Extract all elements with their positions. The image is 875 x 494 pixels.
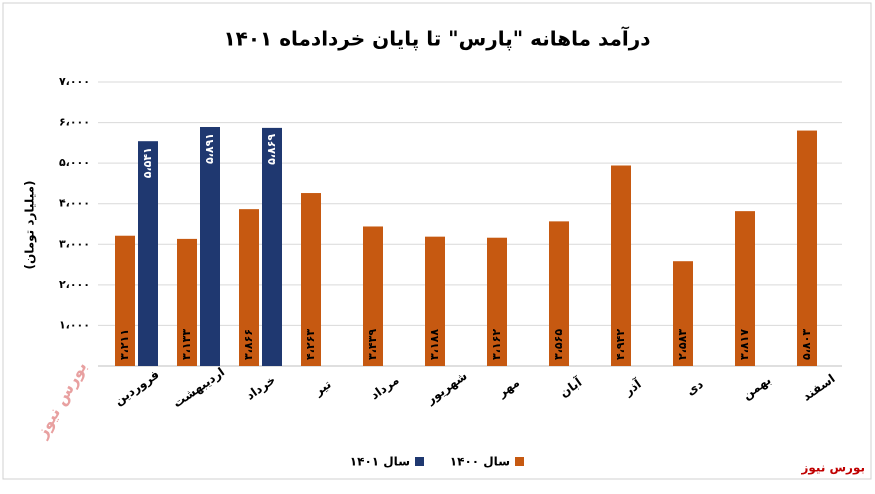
data-label: ۳،۴۳۹ xyxy=(366,329,379,360)
y-tick-label: ۳،۰۰۰ xyxy=(59,237,90,250)
bar xyxy=(735,211,755,366)
bar xyxy=(301,193,321,366)
bar xyxy=(549,221,569,366)
chart-title: درآمد ماهانه "پارس" تا پایان خردادماه ۱۴… xyxy=(223,26,650,52)
y-tick-label: ۶،۰۰۰ xyxy=(59,116,90,129)
legend-swatch xyxy=(415,457,424,466)
bar xyxy=(487,237,507,366)
data-label: ۴،۲۶۳ xyxy=(304,329,317,360)
y-tick-label: ۷،۰۰۰ xyxy=(59,75,90,88)
data-label: ۳،۸۶۶ xyxy=(242,329,255,360)
data-label: ۳،۵۶۵ xyxy=(552,329,565,360)
data-label: ۲،۵۸۳ xyxy=(676,329,689,360)
data-label: ۵،۸۶۹ xyxy=(265,134,278,165)
bar xyxy=(673,261,693,366)
bar xyxy=(363,226,383,366)
legend-label: سال ۱۴۰۱ xyxy=(350,455,410,469)
data-label: ۳،۱۳۳ xyxy=(180,329,193,360)
y-tick-label: ۴،۰۰۰ xyxy=(59,197,90,210)
y-tick-label: ۱،۰۰۰ xyxy=(59,318,90,331)
y-tick-label: ۲،۰۰۰ xyxy=(59,278,90,291)
bar xyxy=(611,165,631,366)
data-label: ۵،۵۴۱ xyxy=(141,147,154,178)
data-label: ۳،۲۱۱ xyxy=(118,329,131,360)
bar xyxy=(138,141,158,366)
data-label: ۳،۱۶۲ xyxy=(490,329,503,360)
bar xyxy=(425,236,445,366)
data-label: ۳،۸۱۷ xyxy=(738,329,751,360)
data-label: ۵،۸۹۱ xyxy=(203,133,216,164)
data-label: ۳،۱۸۸ xyxy=(428,329,441,360)
bar xyxy=(262,127,282,366)
bar xyxy=(200,126,220,366)
y-tick-label: ۵،۰۰۰ xyxy=(59,156,90,169)
bar xyxy=(797,130,817,366)
bar xyxy=(115,235,135,366)
y-axis-label: (میلیارد تومان) xyxy=(23,180,38,269)
legend-label: سال ۱۴۰۰ xyxy=(450,455,510,469)
data-label: ۵،۸۰۳ xyxy=(800,329,813,360)
legend-swatch xyxy=(515,457,524,466)
data-label: ۴،۹۴۲ xyxy=(614,329,627,360)
watermark: بورس نیوز xyxy=(800,461,865,476)
bar xyxy=(177,238,197,366)
bar xyxy=(239,209,259,366)
